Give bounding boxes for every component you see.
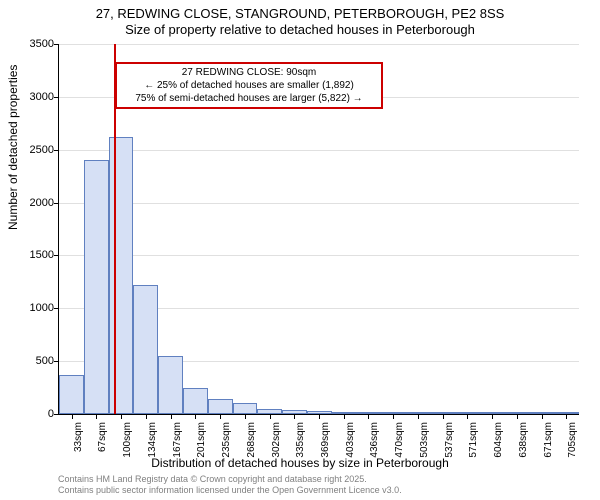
xtick-mark xyxy=(393,414,394,419)
xtick-mark xyxy=(566,414,567,419)
ytick-label: 2500 xyxy=(14,144,54,156)
title-line2: Size of property relative to detached ho… xyxy=(0,22,600,37)
ytick-label: 500 xyxy=(14,355,54,367)
ytick-mark xyxy=(54,203,59,204)
xtick-mark xyxy=(344,414,345,419)
gridline xyxy=(59,255,579,256)
xtick-mark xyxy=(220,414,221,419)
annotation-line3: 75% of semi-detached houses are larger (… xyxy=(123,92,375,105)
chart-container: 27, REDWING CLOSE, STANGROUND, PETERBORO… xyxy=(0,0,600,500)
xtick-mark xyxy=(542,414,543,419)
xtick-mark xyxy=(517,414,518,419)
ytick-mark xyxy=(54,97,59,98)
ytick-mark xyxy=(54,44,59,45)
xtick-mark xyxy=(368,414,369,419)
xtick-mark xyxy=(195,414,196,419)
xtick-mark xyxy=(146,414,147,419)
histogram-bar xyxy=(183,388,208,414)
ytick-label: 1000 xyxy=(14,302,54,314)
plot-area: 27 REDWING CLOSE: 90sqm← 25% of detached… xyxy=(58,44,579,415)
histogram-bar xyxy=(158,356,182,414)
footer-line1: Contains HM Land Registry data © Crown c… xyxy=(58,474,402,485)
xtick-mark xyxy=(96,414,97,419)
x-axis-label: Distribution of detached houses by size … xyxy=(0,456,600,470)
annotation-box: 27 REDWING CLOSE: 90sqm← 25% of detached… xyxy=(115,62,383,109)
gridline xyxy=(59,44,579,45)
xtick-mark xyxy=(418,414,419,419)
xtick-mark xyxy=(443,414,444,419)
ytick-mark xyxy=(54,255,59,256)
ytick-label: 3000 xyxy=(14,91,54,103)
xtick-mark xyxy=(270,414,271,419)
xtick-mark xyxy=(294,414,295,419)
ytick-label: 3500 xyxy=(14,38,54,50)
xtick-mark xyxy=(121,414,122,419)
xtick-mark xyxy=(492,414,493,419)
histogram-bar xyxy=(59,375,84,414)
footer: Contains HM Land Registry data © Crown c… xyxy=(58,474,402,496)
xtick-mark xyxy=(245,414,246,419)
ytick-label: 0 xyxy=(14,408,54,420)
histogram-bar xyxy=(133,285,158,414)
annotation-line2: ← 25% of detached houses are smaller (1,… xyxy=(123,79,375,92)
gridline xyxy=(59,150,579,151)
ytick-mark xyxy=(54,361,59,362)
xtick-mark xyxy=(72,414,73,419)
annotation-line1: 27 REDWING CLOSE: 90sqm xyxy=(123,66,375,79)
ytick-mark xyxy=(54,414,59,415)
xtick-mark xyxy=(319,414,320,419)
xtick-mark xyxy=(171,414,172,419)
histogram-bar xyxy=(208,399,233,414)
xtick-mark xyxy=(467,414,468,419)
title-line1: 27, REDWING CLOSE, STANGROUND, PETERBORO… xyxy=(0,6,600,21)
ytick-label: 2000 xyxy=(14,197,54,209)
footer-line2: Contains public sector information licen… xyxy=(58,485,402,496)
histogram-bar xyxy=(233,403,257,414)
histogram-bar xyxy=(84,160,109,414)
ytick-mark xyxy=(54,150,59,151)
gridline xyxy=(59,203,579,204)
ytick-mark xyxy=(54,308,59,309)
ytick-label: 1500 xyxy=(14,249,54,261)
